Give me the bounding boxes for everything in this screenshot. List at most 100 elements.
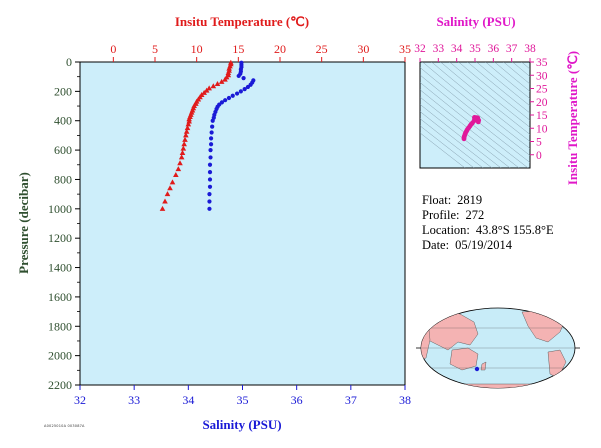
density-isoline [494, 62, 530, 92]
temperature-point [183, 128, 190, 134]
location-row: Location: 43.8°S 155.8°E [422, 223, 554, 238]
density-isoline [420, 132, 466, 168]
temperature-tick-label: 35 [399, 42, 411, 56]
temperature-point [178, 154, 185, 160]
salinity-tick-label: 33 [128, 393, 140, 407]
temperature-point [214, 81, 221, 87]
salinity-point [209, 130, 214, 135]
salinity-tick-label: 34 [182, 393, 194, 407]
density-isoline [420, 111, 493, 168]
density-isoline [485, 62, 530, 99]
temperature-axis-ticks: 0 5 10 15 20 25 30 35 [110, 42, 411, 62]
ts-temperature-tick-label: 10 [536, 123, 548, 135]
salinity-point [242, 87, 247, 92]
temperature-axis-title: Insitu Temperature (℃) [175, 14, 309, 29]
float-location-marker [474, 366, 480, 372]
salinity-point [226, 95, 232, 101]
salinity-point [223, 98, 228, 103]
salinity-point [210, 124, 215, 129]
density-isoline [467, 62, 530, 114]
density-isoline [431, 62, 530, 142]
profile-row: Profile: 272 [422, 208, 554, 223]
salinity-tick-label: 37 [345, 393, 357, 407]
location-value: 43.8°S 155.8°E [475, 223, 554, 237]
ts-salinity-tick-label: 32 [414, 43, 426, 55]
ts-temperature-tick-label: 25 [536, 84, 548, 96]
density-isoline [420, 89, 520, 168]
temperature-point [184, 125, 191, 131]
density-isoline [420, 74, 530, 163]
ts-salinity-tick-label: 38 [524, 43, 536, 55]
location-label: Location: [422, 223, 470, 237]
float-row: Float: 2819 [422, 193, 554, 208]
salinity-axis-ticks: 32 33 34 35 36 37 38 [74, 385, 411, 407]
salinity-point [234, 91, 240, 96]
density-isoline [420, 125, 475, 168]
ts-salinity-tick-label: 37 [506, 43, 518, 55]
temperature-tick-label: 20 [274, 42, 286, 56]
date-label: Date: [422, 238, 450, 252]
pressure-axis-title: Pressure (decibar) [16, 172, 31, 274]
ts-point [475, 119, 481, 125]
density-isoline [476, 62, 530, 107]
map-graticule [421, 327, 575, 369]
profile-plot-area [79, 61, 406, 386]
temperature-point [173, 172, 179, 178]
pressure-tick-label: 1800 [48, 319, 72, 333]
ts-temperature-axis-title: Insitu Temperature (℃) [565, 51, 580, 185]
density-isoline [449, 62, 530, 128]
temperature-point [185, 121, 192, 127]
density-isoline [440, 62, 530, 135]
temperature-point [210, 83, 217, 89]
temperature-tick-label: 25 [316, 42, 328, 56]
ts-salinity-ticks: 32 33 34 35 36 37 38 [414, 43, 536, 62]
temperature-tick-label: 0 [110, 42, 116, 56]
ts-temperature-tick-label: 30 [536, 70, 548, 82]
temperature-point [218, 78, 225, 84]
salinity-point [241, 76, 246, 81]
salinity-point [207, 206, 212, 211]
pressure-axis-ticks: 0 200 400 600 800 1000 1200 1400 1600 1800 2000 220… [48, 55, 80, 392]
ts-salinity-tick-label: 33 [433, 43, 445, 55]
salinity-point [210, 118, 215, 123]
salinity-point [207, 184, 213, 189]
ts-plot-area [419, 61, 531, 169]
temperature-point [201, 89, 207, 95]
salinity-tick-label: 36 [291, 393, 303, 407]
temperature-point [169, 179, 176, 185]
pressure-tick-label: 1400 [48, 261, 72, 275]
ts-salinity-axis-title: Salinity (PSU) [436, 14, 515, 29]
salinity-point [207, 192, 212, 197]
salinity-point [238, 89, 243, 94]
temperature-point [206, 85, 212, 91]
density-isoline [512, 62, 530, 77]
salinity-point [207, 177, 213, 182]
salinity-point [236, 73, 241, 79]
pressure-tick-label: 200 [54, 84, 72, 98]
footer-code: A0025010A 003087A [44, 424, 85, 428]
salinity-point [208, 147, 213, 153]
salinity-point [208, 136, 214, 141]
float-label: Float: [422, 193, 452, 207]
pressure-tick-label: 2200 [48, 378, 72, 392]
salinity-axis-title: Salinity (PSU) [202, 417, 281, 432]
temperature-point [181, 141, 187, 147]
salinity-point [245, 84, 251, 90]
temperature-point [175, 166, 182, 172]
float-info-block: Float: 2819 Profile: 272 Location: 43.8°S 1… [422, 193, 554, 253]
temperature-tick-label: 30 [357, 42, 369, 56]
density-isoline [422, 62, 530, 149]
temperature-point [186, 118, 192, 124]
antarctica-landmass [439, 383, 561, 388]
profile-marks [159, 59, 256, 211]
density-isoline [420, 82, 529, 168]
salinity-point [230, 93, 235, 98]
ts-salinity-tick-label: 36 [488, 43, 500, 55]
pressure-tick-label: 1200 [48, 231, 72, 245]
density-isoline [420, 118, 484, 168]
temperature-point [159, 205, 166, 211]
density-isoline [503, 62, 530, 85]
